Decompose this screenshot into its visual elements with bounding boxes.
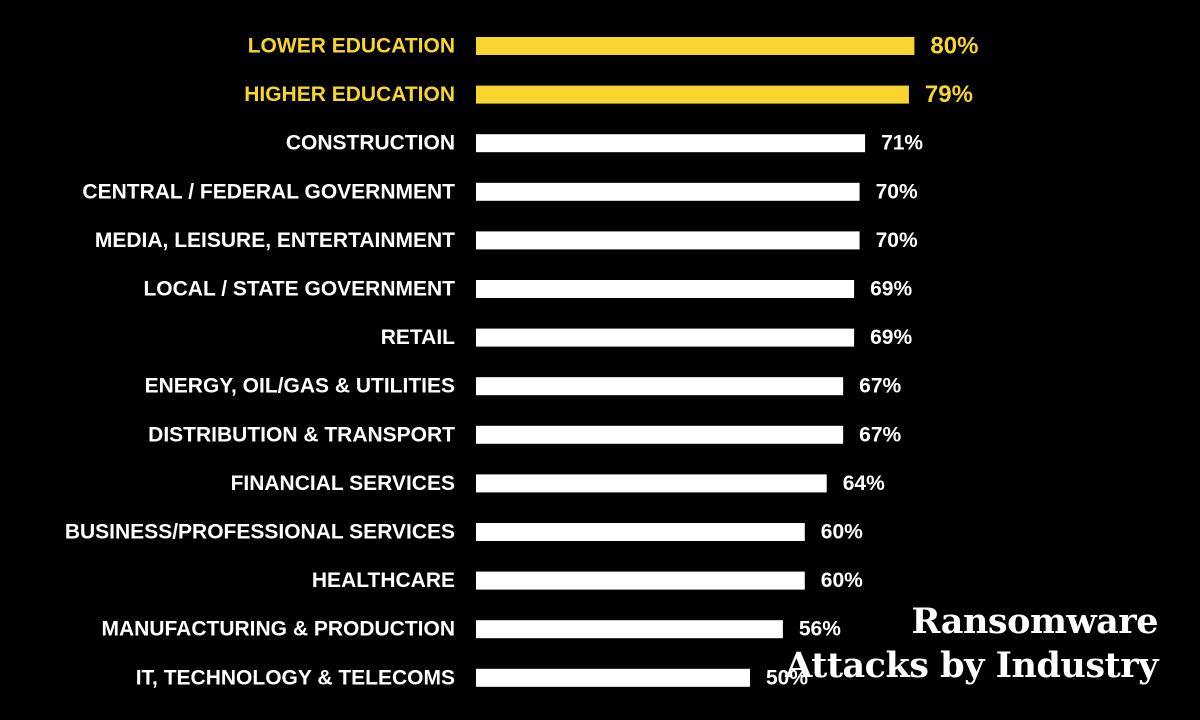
bar: [476, 37, 915, 55]
value-labels: 80% 79% 71% 70% 70% 69% 69% 67% 67% 64% 60% 60% 56% 5…: [766, 33, 978, 690]
category-label: LOCAL / STATE GOVERNMENT: [143, 278, 455, 301]
value-label: 56%: [799, 618, 841, 641]
value-label: 79%: [925, 81, 973, 108]
bar: [476, 523, 805, 541]
category-label: FINANCIAL SERVICES: [231, 472, 455, 495]
value-label: 67%: [859, 423, 901, 446]
bar: [476, 474, 827, 493]
bar: [476, 134, 866, 153]
value-label: 70%: [876, 229, 918, 252]
category-label: IT, TECHNOLOGY & TELECOMS: [136, 666, 455, 689]
category-label: CENTRAL / FEDERAL GOVERNMENT: [82, 180, 455, 203]
value-label: 69%: [870, 278, 912, 301]
value-label: 71%: [881, 132, 923, 155]
bar: [476, 231, 860, 250]
bar: [476, 280, 855, 298]
chart-title-line-1: Ransomware: [911, 601, 1158, 642]
value-label: 70%: [876, 180, 918, 203]
category-label: MEDIA, LEISURE, ENTERTAINMENT: [95, 229, 455, 252]
value-label: 69%: [870, 326, 912, 349]
value-label: 64%: [843, 472, 885, 495]
category-label: LOWER EDUCATION: [248, 35, 455, 58]
chart-title-line-2: Attacks by Industry: [785, 645, 1158, 686]
bar: [476, 85, 909, 104]
category-label: DISTRIBUTION & TRANSPORT: [148, 423, 455, 446]
category-label: HIGHER EDUCATION: [244, 83, 455, 106]
category-labels: LOWER EDUCATION HIGHER EDUCATION CONSTRUCT…: [65, 35, 455, 690]
bar: [476, 182, 860, 201]
bar: [476, 620, 783, 639]
value-label: 80%: [930, 33, 978, 60]
value-label: 60%: [821, 521, 863, 544]
value-label: 60%: [821, 569, 863, 592]
chart-title: Ransomware Attacks by Industry: [785, 600, 1158, 688]
bars: [476, 37, 915, 687]
category-label: HEALTHCARE: [312, 569, 455, 592]
category-label: RETAIL: [381, 326, 455, 349]
category-label: CONSTRUCTION: [286, 132, 455, 155]
bar: [476, 668, 750, 687]
bar: [476, 377, 844, 396]
bar: [476, 425, 844, 444]
category-label: MANUFACTURING & PRODUCTION: [102, 618, 455, 641]
bar: [476, 328, 855, 347]
category-label: BUSINESS/PROFESSIONAL SERVICES: [65, 521, 455, 544]
value-label: 67%: [859, 375, 901, 398]
category-label: ENERGY, OIL/GAS & UTILITIES: [145, 375, 455, 398]
bar: [476, 571, 805, 590]
value-label: 50%: [766, 666, 808, 689]
